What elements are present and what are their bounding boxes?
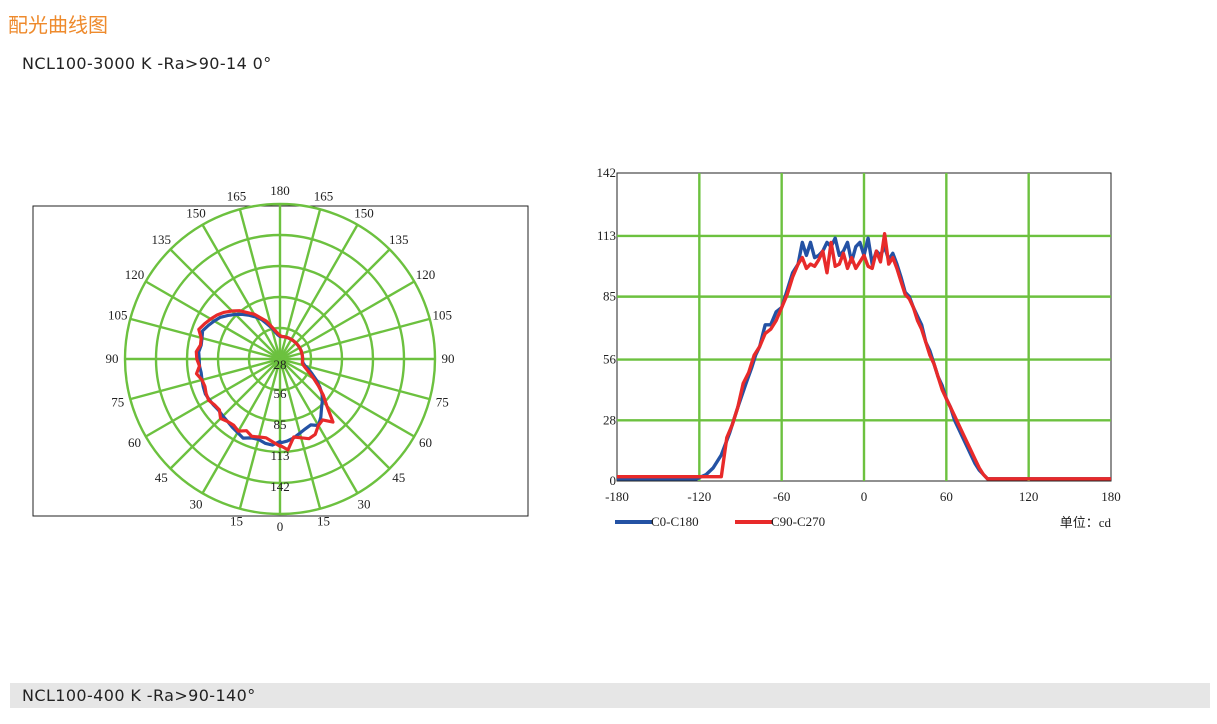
polar-grid (123, 202, 437, 516)
polar-radial-label: 28 (274, 357, 287, 372)
polar-series (194, 309, 335, 452)
polar-angle-label: 45 (155, 470, 168, 485)
chart-legend: C0-C180 C90-C270 (615, 514, 825, 529)
series-line-c0-c180 (617, 236, 1111, 481)
polar-angle-label: 0 (277, 519, 284, 534)
cartesian-grid (616, 172, 1112, 482)
polar-radial-label: 56 (274, 386, 288, 401)
polar-spoke (278, 224, 359, 360)
polar-spoke (279, 248, 391, 360)
polar-angle-label: 60 (128, 435, 141, 450)
polar-angle-label: 150 (354, 206, 374, 221)
polar-angle-label: 105 (433, 308, 453, 323)
polar-labels: 180 1651651501501351351201201051059090757… (106, 183, 455, 534)
polar-angle-label: 135 (389, 232, 409, 247)
series-line-c90-c270 (617, 232, 1111, 481)
polar-spoke (278, 208, 322, 360)
polar-spoke (129, 357, 281, 401)
polar-angle-label: 90 (442, 351, 455, 366)
polar-angle-label: 135 (151, 232, 171, 247)
footer-model-title: NCL100-400 K -Ra>90-140° (22, 686, 256, 705)
cartesian-labels: -180 -120 -60 0 60 120 180 0 28 56 85 113 142 单位：cd (597, 165, 1121, 530)
polar-angle-label: 15 (230, 513, 243, 528)
x-tick-label: -60 (773, 489, 790, 504)
polar-ring (247, 326, 313, 392)
polar-spoke (279, 317, 431, 361)
polar-angle-label: 105 (108, 308, 128, 323)
polar-radial-label: 142 (270, 479, 290, 494)
model-title: NCL100-3000 K -Ra>90-14 0° (22, 54, 272, 73)
x-tick-label: -180 (605, 489, 629, 504)
polar-angle-label: 150 (186, 206, 206, 221)
y-tick-label: 56 (603, 352, 617, 367)
y-tick-label: 113 (597, 228, 616, 243)
polar-spoke (201, 224, 282, 360)
x-tick-label: 0 (861, 489, 868, 504)
polar-spoke (169, 358, 281, 470)
polar-radial-label: 113 (270, 448, 289, 463)
polar-angle-label: 180 (270, 183, 290, 198)
polar-ring (185, 264, 375, 454)
polar-angle-label: 75 (436, 394, 449, 409)
unit-label: 单位：cd (1060, 515, 1112, 530)
page-heading: 配光曲线图 (8, 13, 108, 37)
polar-radial-label: 85 (274, 417, 287, 432)
polar-ring (123, 202, 437, 516)
polar-spoke (145, 357, 281, 438)
polar-angle-label: 120 (416, 267, 436, 282)
x-tick-label: 180 (1101, 489, 1121, 504)
legend-label: C90-C270 (771, 514, 825, 529)
polar-spoke (279, 357, 415, 438)
polar-angle-label: 45 (392, 470, 405, 485)
polar-angle-label: 165 (314, 189, 334, 204)
polar-angle-label: 75 (111, 394, 124, 409)
polar-ring (216, 295, 344, 423)
legend-label: C0-C180 (651, 514, 699, 529)
x-tick-label: -120 (687, 489, 711, 504)
y-tick-label: 0 (610, 473, 617, 488)
polar-angle-label: 30 (190, 496, 203, 511)
y-tick-label: 28 (603, 412, 616, 427)
polar-spoke (201, 358, 282, 494)
polar-spoke (169, 248, 281, 360)
plot-area (616, 172, 1112, 482)
polar-light-distribution-chart: 180 1651651501501351351201201051059090757… (32, 183, 529, 534)
polar-spoke (129, 317, 281, 361)
polar-angle-label: 30 (358, 496, 371, 511)
y-tick-label: 142 (597, 165, 617, 180)
polar-spoke (238, 358, 282, 510)
x-tick-label: 120 (1019, 489, 1039, 504)
cartesian-series (617, 232, 1111, 481)
polar-spoke (238, 208, 282, 360)
polar-angle-label: 15 (317, 513, 330, 528)
footer-bar: NCL100-400 K -Ra>90-140° (10, 683, 1210, 708)
y-tick-label: 85 (603, 289, 616, 304)
polar-series-c90-c270 (194, 309, 335, 452)
polar-angle-label: 165 (227, 189, 247, 204)
polar-angle-label: 120 (125, 267, 145, 282)
polar-angle-label: 60 (419, 435, 432, 450)
polar-spoke (279, 358, 391, 470)
polar-ring (154, 233, 406, 485)
x-tick-label: 60 (940, 489, 953, 504)
polar-spoke (279, 280, 415, 361)
polar-angle-label: 90 (106, 351, 119, 366)
